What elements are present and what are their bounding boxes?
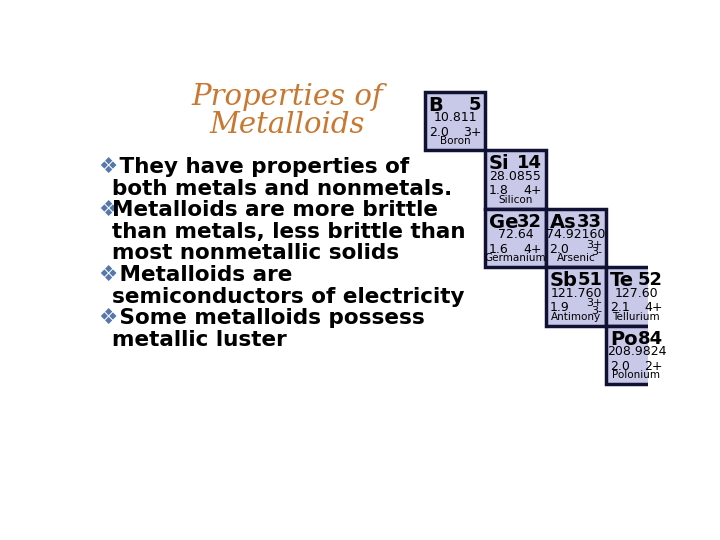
Text: most nonmetallic solids: most nonmetallic solids bbox=[112, 244, 399, 264]
Text: Antimony: Antimony bbox=[551, 312, 601, 322]
Bar bbox=[606, 267, 667, 326]
Text: semiconductors of electricity: semiconductors of electricity bbox=[112, 287, 464, 307]
Text: They have properties of: They have properties of bbox=[112, 157, 409, 177]
Text: than metals, less brittle than: than metals, less brittle than bbox=[112, 222, 465, 242]
Text: Properties of: Properties of bbox=[192, 83, 384, 111]
Text: both metals and nonmetals.: both metals and nonmetals. bbox=[112, 179, 452, 199]
Text: 51: 51 bbox=[577, 271, 602, 289]
Text: 121.760: 121.760 bbox=[550, 287, 602, 300]
Bar bbox=[425, 92, 485, 150]
Text: Polonium: Polonium bbox=[613, 370, 660, 381]
Text: 2.0: 2.0 bbox=[610, 360, 630, 373]
Text: 1.8: 1.8 bbox=[489, 184, 509, 197]
Text: Germanium: Germanium bbox=[485, 253, 546, 264]
Text: Metalloids are more brittle: Metalloids are more brittle bbox=[112, 200, 438, 220]
Text: Metalloids: Metalloids bbox=[210, 111, 365, 139]
Text: 32: 32 bbox=[517, 213, 542, 231]
Text: B: B bbox=[428, 96, 444, 114]
Text: 4+: 4+ bbox=[523, 242, 542, 255]
Text: 2.0: 2.0 bbox=[549, 242, 570, 255]
Text: 1.6: 1.6 bbox=[489, 242, 509, 255]
Text: 2+: 2+ bbox=[644, 360, 662, 373]
Text: Silicon: Silicon bbox=[498, 195, 533, 205]
Bar bbox=[546, 267, 606, 326]
Text: 3+: 3+ bbox=[586, 298, 602, 308]
Text: Te: Te bbox=[610, 271, 634, 290]
Text: 3-: 3- bbox=[591, 247, 602, 257]
Text: 2.1: 2.1 bbox=[610, 301, 630, 314]
Text: 52: 52 bbox=[638, 271, 662, 289]
Text: Arsenic: Arsenic bbox=[557, 253, 595, 264]
Text: ❖: ❖ bbox=[98, 200, 117, 220]
Text: Some metalloids possess: Some metalloids possess bbox=[112, 308, 425, 328]
Text: Sb: Sb bbox=[549, 271, 577, 290]
Text: Tellurium: Tellurium bbox=[613, 312, 660, 322]
Text: 3+: 3+ bbox=[463, 126, 482, 139]
Text: 33: 33 bbox=[577, 213, 602, 231]
Text: Metalloids are: Metalloids are bbox=[112, 265, 292, 285]
Bar bbox=[546, 209, 606, 267]
Text: ❖: ❖ bbox=[98, 265, 117, 285]
Text: 4+: 4+ bbox=[644, 301, 662, 314]
Text: 5: 5 bbox=[469, 96, 482, 113]
Text: As: As bbox=[549, 213, 576, 232]
Text: 74.92160: 74.92160 bbox=[546, 228, 606, 241]
Text: Po: Po bbox=[610, 330, 638, 349]
Text: Boron: Boron bbox=[440, 137, 470, 146]
Text: ❖: ❖ bbox=[98, 308, 117, 328]
Text: 72.64: 72.64 bbox=[498, 228, 534, 241]
Text: 3-: 3- bbox=[591, 306, 602, 316]
Bar bbox=[606, 326, 667, 384]
Text: 127.60: 127.60 bbox=[615, 287, 658, 300]
Text: 14: 14 bbox=[517, 154, 542, 172]
Text: Si: Si bbox=[489, 154, 510, 173]
Text: 28.0855: 28.0855 bbox=[490, 170, 541, 183]
Text: metallic luster: metallic luster bbox=[112, 330, 287, 350]
Bar bbox=[485, 209, 546, 267]
Text: 1.9: 1.9 bbox=[549, 301, 570, 314]
Text: 84: 84 bbox=[638, 330, 662, 348]
Text: 3+: 3+ bbox=[586, 240, 602, 249]
Text: 2.0: 2.0 bbox=[428, 126, 449, 139]
Text: ❖: ❖ bbox=[98, 157, 117, 177]
Text: Ge: Ge bbox=[489, 213, 518, 232]
Text: 4+: 4+ bbox=[523, 184, 542, 197]
Text: 10.811: 10.811 bbox=[433, 111, 477, 124]
Bar bbox=[485, 150, 546, 209]
Text: 208.9824: 208.9824 bbox=[607, 345, 666, 358]
